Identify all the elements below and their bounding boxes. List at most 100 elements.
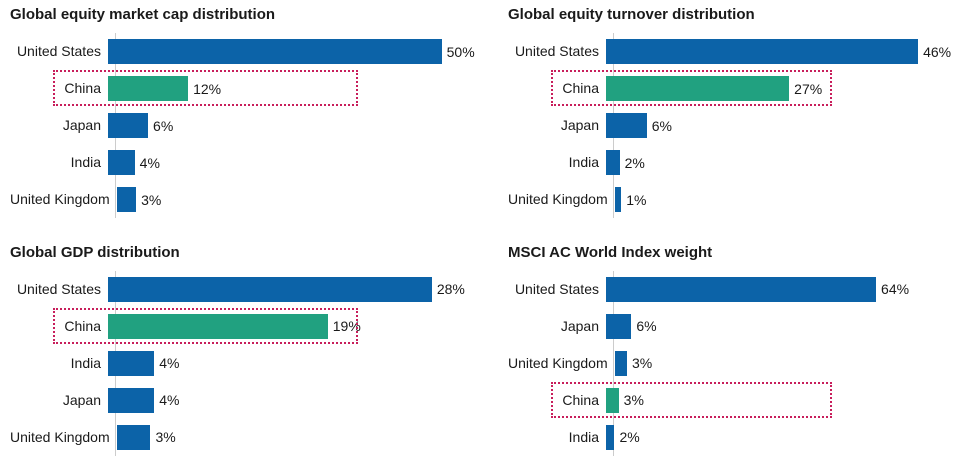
- bar-track: 6%: [108, 107, 455, 144]
- value-label: 3%: [141, 191, 162, 208]
- bar-row-india: India 4%: [10, 345, 455, 382]
- bar-india: [606, 424, 615, 450]
- bar-china-highlighted: [108, 313, 328, 339]
- value-label: 27%: [794, 80, 823, 97]
- category-label-india: India: [568, 154, 599, 170]
- category-label-united-states: United States: [16, 43, 101, 59]
- category-label-united-kingdom: United Kingdom: [508, 191, 608, 207]
- bar-row-china: China 27%: [508, 70, 952, 107]
- category-label-japan: Japan: [62, 117, 101, 133]
- bar-track: 28%: [108, 271, 465, 308]
- bar-row-united-kingdom: United Kingdom 3%: [10, 181, 455, 218]
- bar-united-kingdom: [116, 187, 137, 212]
- bar-united-kingdom: [116, 424, 151, 450]
- bar-row-japan: Japan 6%: [508, 308, 952, 345]
- bar-india: [108, 350, 155, 376]
- bar-united-kingdom: [614, 187, 622, 212]
- chart-msci-ac-world-index-weight: MSCI AC World Index weight United States…: [508, 244, 952, 459]
- bar-track: 4%: [108, 345, 455, 382]
- bar-row-united-kingdom: United Kingdom 3%: [508, 345, 952, 382]
- value-label: 6%: [153, 117, 174, 134]
- bar-track: 6%: [606, 308, 952, 345]
- chart-global-gdp: Global GDP distribution United States 28%…: [10, 243, 465, 459]
- category-label-japan: Japan: [560, 317, 599, 334]
- bar-united-states: [606, 39, 919, 64]
- bar-japan: [606, 313, 632, 339]
- bar-track: 3%: [116, 181, 455, 218]
- bar-china-highlighted: [606, 387, 619, 413]
- axis-baseline: [613, 270, 614, 456]
- chart-title: MSCI AC World Index weight: [508, 243, 713, 261]
- plot-area: United States 46% China 27% Japan 6% India 2% Un…: [508, 33, 952, 218]
- bar-china-highlighted: [108, 76, 189, 101]
- category-label-united-kingdom: United Kingdom: [10, 428, 110, 445]
- bar-united-states: [606, 276, 877, 302]
- value-label: 2%: [624, 154, 645, 171]
- bar-track: 12%: [53, 70, 455, 107]
- bar-row-japan: Japan 4%: [10, 382, 455, 419]
- chart-title: Global GDP distribution: [10, 243, 180, 261]
- bar-japan: [108, 387, 155, 413]
- bar-china-highlighted: [606, 76, 790, 101]
- value-label: 1%: [626, 191, 647, 208]
- category-label-japan: Japan: [62, 391, 101, 408]
- bar-row-india: India 2%: [508, 419, 952, 456]
- value-label: 3%: [623, 392, 644, 408]
- value-label: 12%: [193, 80, 222, 97]
- bar-track: 3%: [551, 381, 952, 419]
- bar-india: [606, 150, 620, 175]
- bar-row-united-kingdom: United Kingdom 1%: [508, 181, 952, 218]
- value-label: 46%: [923, 43, 952, 60]
- bar-track: 2%: [606, 419, 952, 456]
- value-label: 3%: [631, 355, 653, 371]
- value-label: 6%: [636, 318, 657, 334]
- category-label-united-kingdom: United Kingdom: [508, 354, 608, 371]
- bar-track: 46%: [606, 33, 952, 70]
- bar-row-china: China 12%: [10, 70, 455, 107]
- bar-track: 27%: [551, 70, 952, 107]
- bar-row-united-states: United States 46%: [508, 33, 952, 70]
- bar-united-kingdom: [614, 350, 627, 376]
- bar-track: 19%: [53, 307, 455, 345]
- value-label: 2%: [619, 429, 640, 445]
- category-label-china: China: [562, 80, 599, 96]
- bar-row-united-states: United States 28%: [10, 271, 465, 308]
- value-label: 4%: [159, 392, 180, 408]
- value-label: 19%: [332, 318, 361, 334]
- value-label: 64%: [881, 281, 910, 297]
- category-label-united-states: United States: [514, 280, 599, 297]
- value-label: 6%: [651, 117, 672, 134]
- category-label-china: China: [64, 80, 101, 96]
- value-label: 28%: [436, 281, 465, 297]
- value-label: 4%: [139, 154, 160, 171]
- value-label: 50%: [446, 43, 475, 60]
- bar-track: 4%: [108, 382, 455, 419]
- bar-track: 64%: [606, 271, 952, 308]
- bar-row-china: China 19%: [10, 307, 455, 345]
- bar-japan: [108, 113, 149, 138]
- bar-united-states: [108, 276, 432, 302]
- bar-row-japan: Japan 6%: [508, 107, 952, 144]
- category-label-united-states: United States: [514, 43, 599, 59]
- plot-area: United States 64% Japan 6% United Kingdom 3% C…: [508, 270, 952, 456]
- bar-track: 2%: [606, 144, 952, 181]
- category-label-united-states: United States: [16, 280, 101, 297]
- chart-global-equity-market-cap: Global equity market cap distribution Un…: [10, 6, 475, 222]
- bar-track: 50%: [108, 33, 475, 70]
- bar-india: [108, 150, 135, 175]
- value-label: 4%: [159, 355, 180, 371]
- chart-title: Global equity turnover distribution: [508, 6, 755, 23]
- category-label-united-kingdom: United Kingdom: [10, 191, 110, 207]
- bar-united-states: [108, 39, 442, 64]
- category-label-india: India: [568, 428, 599, 445]
- category-label-china: China: [64, 317, 101, 334]
- bar-row-united-states: United States 50%: [10, 33, 475, 70]
- bar-track: 4%: [108, 144, 455, 181]
- bar-track: 3%: [614, 345, 952, 382]
- bar-row-japan: Japan 6%: [10, 107, 455, 144]
- value-label: 3%: [155, 429, 176, 445]
- plot-area: United States 28% China 19% India 4% Japan 4% Un…: [10, 270, 465, 456]
- bar-row-united-states: United States 64%: [508, 271, 952, 308]
- category-label-china: China: [562, 391, 599, 408]
